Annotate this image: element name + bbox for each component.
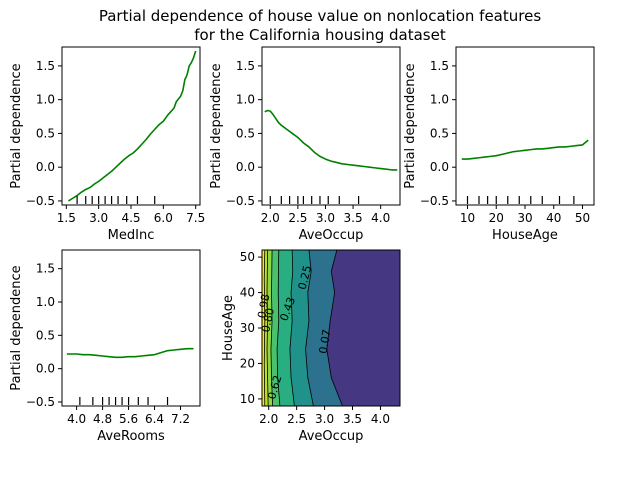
x-tick-label: 1.5	[57, 211, 76, 225]
y-tick-label: 0.5	[430, 126, 449, 140]
y-tick-label: 0.0	[36, 160, 55, 174]
x-tick-label: 4.5	[121, 211, 140, 225]
x-tick-label: 4.0	[371, 412, 390, 426]
y-tick-label: 0.5	[36, 328, 55, 342]
y-tick-label: 30	[240, 321, 255, 335]
y-tick-label: −0.5	[226, 194, 255, 208]
axes-box	[61, 249, 201, 407]
y-tick-label: 1.0	[236, 93, 255, 107]
x-tick-label: 3.0	[316, 211, 335, 225]
x-tick-label: 2.0	[259, 412, 278, 426]
x-tick-label: 3.5	[343, 412, 362, 426]
x-tick-label: 50	[575, 211, 590, 225]
contour-line	[326, 249, 343, 407]
contour-band	[326, 250, 400, 406]
x-tick-label: 5.6	[119, 412, 138, 426]
y-tick-label: 0.5	[236, 126, 255, 140]
y-tick-label: 0.0	[236, 160, 255, 174]
contour-line	[289, 249, 295, 407]
contour-line	[270, 249, 274, 407]
x-tick-label: 2.5	[287, 412, 306, 426]
x-tick-label: 3.0	[89, 211, 108, 225]
y-tick-label: −0.5	[26, 194, 55, 208]
contour-label: 0.07	[317, 328, 334, 354]
y-tick-label: 0.5	[36, 126, 55, 140]
contour-band	[270, 250, 280, 406]
y-tick-label: 1.5	[430, 59, 449, 73]
axes-box	[455, 46, 595, 206]
contour-label: 0.98	[255, 293, 272, 319]
y-axis-label-contour: HouseAge	[221, 295, 236, 361]
contour-band	[305, 250, 343, 406]
x-tick-label: 4.0	[371, 211, 390, 225]
x-tick-label: 7.2	[171, 412, 190, 426]
y-axis-label-medinc: Partial dependence	[9, 63, 24, 188]
x-tick-label: 3.5	[344, 211, 363, 225]
contour-label: 0.62	[265, 374, 284, 401]
subplot-contour: 0.980.800.620.430.250.072.0 2.5 3.0 3.5 4.01…	[221, 249, 401, 444]
y-tick-label: 20	[240, 356, 255, 370]
pd-line-houseage	[461, 139, 589, 160]
pd-line-medinc	[68, 50, 197, 202]
contour-band	[289, 250, 314, 406]
y-axis-label-aveoccup: Partial dependence	[209, 63, 224, 188]
y-tick-label: 1.0	[430, 93, 449, 107]
pd-line-averooms	[66, 347, 194, 359]
subplot-averooms: 4.0 4.8 5.6 6.4 7.2 −0.5 0.0 0.5 1.0 1.5 AveRooms P…	[9, 249, 201, 444]
y-tick-label: 1.5	[36, 59, 55, 73]
subplot-medinc: 1.5 3.0 4.5 6.0 7.5 −0.5 0.0 0.5 1.0 1.5 MedInc Par…	[9, 46, 205, 243]
x-axis-label-aveoccup: AveOccup	[299, 228, 364, 243]
y-tick-label: 1.0	[36, 93, 55, 107]
subplot-houseage: 10 20 30 40 50 −0.5 0.0 0.5 1.0 1.5 HouseAge Partia…	[403, 46, 595, 243]
y-tick-label: 10	[240, 392, 255, 406]
axes-box	[61, 46, 201, 206]
y-axis-label-averooms: Partial dependence	[9, 265, 24, 390]
x-tick-label: 6.0	[154, 211, 173, 225]
contour-band	[277, 250, 295, 406]
y-tick-label: 0.0	[430, 160, 449, 174]
x-tick-label: 2.0	[261, 211, 280, 225]
y-tick-label: −0.5	[420, 194, 449, 208]
pd-line-aveoccup	[264, 109, 398, 171]
x-tick-label: 3.0	[315, 412, 334, 426]
axes-box	[261, 46, 401, 206]
y-tick-label: 50	[240, 250, 255, 264]
x-axis-label-houseage: HouseAge	[492, 228, 558, 243]
x-tick-label: 20	[489, 211, 504, 225]
y-tick-label: 0.0	[36, 362, 55, 376]
contour-label: 0.80	[259, 307, 277, 334]
x-tick-label: 4.8	[93, 412, 112, 426]
y-tick-label: 1.5	[36, 262, 55, 276]
y-tick-label: 1.0	[36, 295, 55, 309]
subplot-aveoccup: 2.0 2.5 3.0 3.5 4.0 −0.5 0.0 0.5 1.0 1.5 AveOccup P…	[209, 46, 401, 243]
x-axis-label-averooms: AveRooms	[97, 429, 165, 444]
x-tick-label: 40	[546, 211, 561, 225]
contour-line	[276, 249, 281, 407]
x-tick-label: 7.5	[186, 211, 205, 225]
y-tick-label: 40	[240, 286, 255, 300]
y-axis-label-houseage: Partial dependence	[403, 63, 418, 188]
contour-line	[263, 249, 266, 407]
x-axis-label-medinc: MedInc	[108, 228, 155, 243]
x-tick-label: 10	[460, 211, 475, 225]
contour-label: 0.25	[296, 264, 315, 291]
x-tick-label: 30	[517, 211, 532, 225]
contour-line	[266, 249, 269, 407]
x-tick-label: 6.4	[145, 412, 164, 426]
x-tick-label: 4.0	[67, 412, 86, 426]
x-tick-label: 2.5	[288, 211, 307, 225]
y-tick-label: 1.5	[236, 59, 255, 73]
x-axis-label-contour: AveOccup	[299, 429, 364, 444]
chart-title: Partial dependence of house value on non…	[98, 7, 542, 44]
y-tick-label: −0.5	[26, 395, 55, 409]
contour-line	[305, 249, 314, 407]
